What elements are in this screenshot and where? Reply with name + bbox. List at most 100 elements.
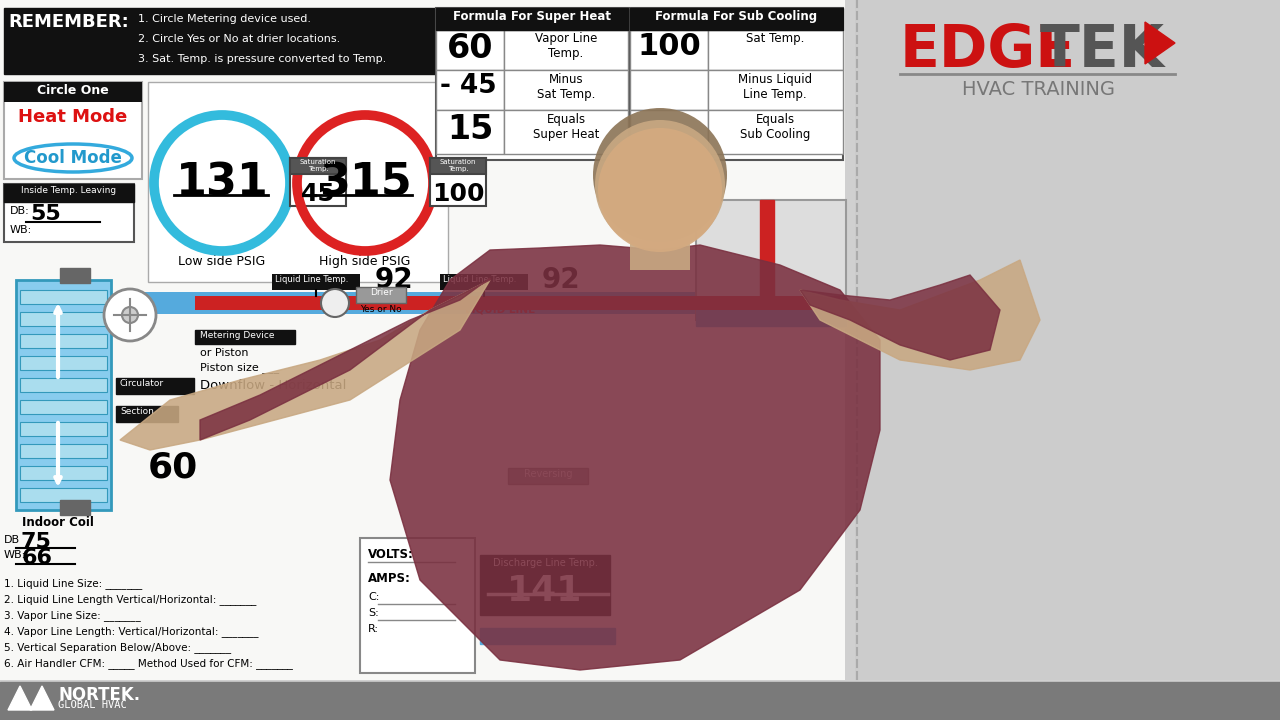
Text: Minus Liquid
Line Temp.: Minus Liquid Line Temp.	[739, 73, 812, 101]
Text: Cool Mode: Cool Mode	[24, 149, 122, 167]
Bar	[20, 488, 108, 502]
Text: 60: 60	[447, 32, 493, 65]
Text: 60: 60	[148, 450, 198, 484]
Polygon shape	[1146, 22, 1175, 64]
Bar	[504, 110, 628, 154]
Bar	[504, 70, 628, 110]
Text: R:: R:	[369, 624, 379, 634]
Text: Section: Section	[120, 407, 154, 416]
Bar	[20, 290, 108, 304]
Bar	[20, 400, 108, 414]
Text: Liquid Line Temp.: Liquid Line Temp.	[275, 275, 348, 284]
Circle shape	[595, 120, 724, 250]
Bar	[430, 158, 486, 174]
Text: 55: 55	[29, 204, 60, 224]
Bar	[855, 0, 1280, 680]
Bar	[273, 274, 360, 290]
Text: 15: 15	[447, 113, 493, 146]
Text: Indoor Coil: Indoor Coil	[22, 516, 93, 529]
Text: WB:: WB:	[4, 550, 27, 560]
Text: AMPS:: AMPS:	[369, 572, 411, 585]
Text: Equals
Super Heat: Equals Super Heat	[532, 113, 599, 141]
Text: 6. Air Handler CFM: _____ Method Used for CFM: _______: 6. Air Handler CFM: _____ Method Used fo…	[4, 658, 293, 669]
Text: Inside Temp. Leaving: Inside Temp. Leaving	[22, 186, 116, 195]
Bar	[0, 0, 845, 680]
Text: 2. Liquid Line Length Vertical/Horizontal: _______: 2. Liquid Line Length Vertical/Horizonta…	[4, 594, 256, 605]
Bar	[356, 287, 406, 303]
Text: TEK: TEK	[1039, 22, 1165, 79]
Bar	[148, 82, 448, 282]
Bar	[480, 628, 614, 644]
Bar	[360, 538, 475, 673]
Text: Low side PSIG: Low side PSIG	[178, 255, 266, 268]
Bar	[708, 30, 844, 70]
Text: or Piston: or Piston	[200, 348, 248, 358]
Text: 2. Circle Yes or No at drier locations.: 2. Circle Yes or No at drier locations.	[138, 34, 340, 44]
Bar	[630, 110, 708, 154]
Text: Metering Device: Metering Device	[200, 331, 274, 340]
Text: Discharge Line Temp.: Discharge Line Temp.	[493, 558, 598, 568]
Text: 3. Vapor Line Size: _______: 3. Vapor Line Size: _______	[4, 610, 141, 621]
Bar	[430, 158, 486, 206]
Text: Liquid Line Temp.: Liquid Line Temp.	[443, 275, 516, 284]
Bar	[116, 292, 836, 314]
Bar	[436, 8, 628, 30]
Bar	[291, 158, 346, 174]
Polygon shape	[29, 686, 54, 710]
Polygon shape	[200, 278, 490, 440]
Bar	[480, 555, 611, 615]
Text: DB: DB	[4, 535, 20, 545]
Circle shape	[122, 307, 138, 323]
Text: Heat Mode: Heat Mode	[18, 108, 128, 126]
Text: Equals
Sub Cooling: Equals Sub Cooling	[740, 113, 810, 141]
Bar	[696, 310, 846, 326]
Text: S:: S:	[369, 608, 379, 618]
Bar	[696, 200, 846, 320]
Text: 92: 92	[541, 266, 581, 294]
Bar	[195, 330, 294, 344]
Text: Piston size ___: Piston size ___	[200, 362, 279, 373]
Text: 1. Circle Metering device used.: 1. Circle Metering device used.	[138, 14, 311, 24]
Bar	[708, 110, 844, 154]
Text: 100: 100	[431, 182, 484, 206]
Text: Yes or No: Yes or No	[360, 305, 402, 314]
Text: LIQUID LINE: LIQUID LINE	[465, 305, 535, 315]
Polygon shape	[800, 275, 1000, 360]
Polygon shape	[120, 280, 490, 450]
Bar	[436, 70, 504, 110]
Text: VOLTS:: VOLTS:	[369, 548, 413, 561]
Text: 141: 141	[507, 574, 582, 608]
Text: EDGE: EDGE	[900, 22, 1076, 79]
Text: NORTEK.: NORTEK.	[58, 686, 140, 704]
Text: Downflow - Horizontal: Downflow - Horizontal	[200, 379, 347, 392]
Text: Saturation
Temp.: Saturation Temp.	[440, 159, 476, 172]
Text: 75: 75	[20, 532, 51, 552]
Bar	[20, 356, 108, 370]
Bar	[440, 274, 529, 290]
Text: 45: 45	[301, 182, 335, 206]
Bar	[708, 70, 844, 110]
Bar	[436, 110, 504, 154]
Text: REMEMBER:: REMEMBER:	[8, 13, 129, 31]
Bar	[20, 378, 108, 392]
Text: Formula For Sub Cooling: Formula For Sub Cooling	[655, 10, 817, 23]
Text: 131: 131	[175, 161, 269, 204]
Bar	[630, 8, 844, 160]
Text: WB:: WB:	[10, 225, 32, 235]
Bar	[195, 296, 840, 310]
Polygon shape	[8, 686, 32, 710]
Bar	[508, 468, 588, 484]
Text: C:: C:	[369, 592, 379, 602]
Text: High side PSIG: High side PSIG	[319, 255, 411, 268]
Bar	[436, 8, 628, 160]
Text: Vapor Line
Temp.: Vapor Line Temp.	[535, 32, 598, 60]
Bar	[20, 466, 108, 480]
Text: 315: 315	[319, 161, 411, 204]
Text: 92: 92	[375, 266, 413, 294]
Polygon shape	[390, 245, 881, 670]
Bar	[291, 158, 346, 206]
Bar	[4, 184, 134, 202]
Circle shape	[598, 128, 722, 252]
Text: 1. Liquid Line Size: _______: 1. Liquid Line Size: _______	[4, 578, 142, 589]
Text: Sat Temp.: Sat Temp.	[746, 32, 804, 45]
